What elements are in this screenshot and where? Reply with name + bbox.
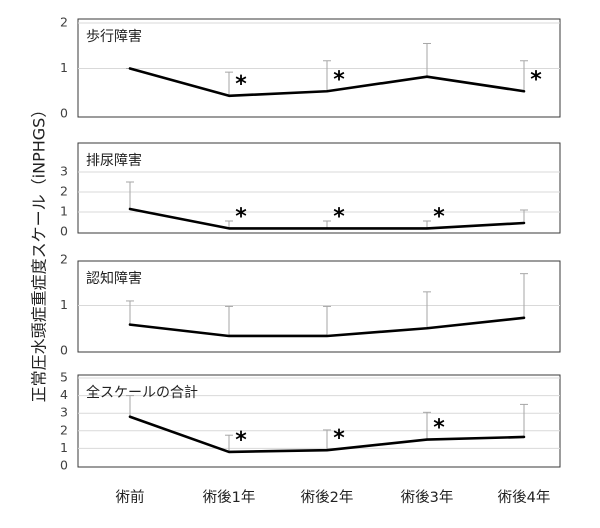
y-tick-label: 2 [60,422,68,437]
significance-marker: * [235,428,247,453]
x-category-label: 術後4年 [498,489,551,506]
series-line-2 [128,207,526,230]
y-tick-label: 5 [60,370,68,385]
panel-title-2: 排尿障害 [86,153,142,169]
y-tick-label: 1 [60,60,68,75]
series-line-4 [128,415,526,454]
significance-marker: * [433,204,445,229]
significance-marker: * [235,72,247,97]
y-tick-label: 0 [60,343,68,358]
y-tick-label: 1 [60,297,68,312]
y-tick-label: 0 [60,224,68,239]
y-tick-label: 1 [60,440,68,455]
y-tick-label: 3 [60,405,68,420]
significance-marker: * [333,204,345,229]
y-tick-label: 3 [60,164,68,179]
y-axis-title: 正常圧水頭症重症度スケール（iNPHGS） [30,102,49,403]
significance-marker: * [235,204,247,229]
x-category-label: 術後1年 [203,489,256,506]
significance-marker: * [530,67,542,92]
significance-marker: * [333,426,345,451]
y-tick-label: 2 [60,252,68,267]
y-tick-label: 1 [60,204,68,219]
series-line-3 [128,316,526,338]
y-tick-label: 0 [60,106,68,121]
panel-title-4: 全スケールの合計 [86,384,198,401]
y-tick-label: 4 [60,387,68,402]
panel-frame-2 [77,142,561,234]
series-line-1 [128,67,526,98]
panel-title-3: 認知障害 [86,270,142,287]
y-tick-label: 0 [60,458,68,473]
significance-marker: * [333,67,345,92]
y-tick-label: 2 [60,15,68,30]
panel-title-1: 歩行障害 [86,29,142,45]
x-category-label: 術後2年 [301,489,354,506]
panel-frame-3 [77,260,561,353]
x-category-label: 術前 [116,489,145,506]
x-category-label: 術後3年 [401,489,454,506]
panel-frame-4 [77,374,561,468]
significance-marker: * [433,416,445,441]
y-tick-label: 2 [60,184,68,199]
